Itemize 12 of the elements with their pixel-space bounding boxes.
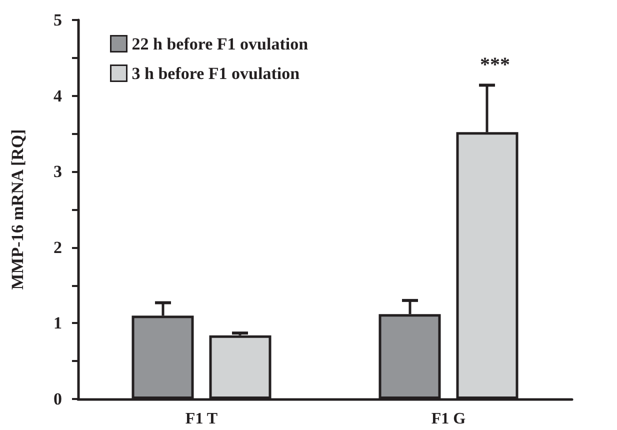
y-tick-label: 3 [54,162,62,182]
y-tick-label: 0 [54,390,62,408]
x-tick-label: F1 T [185,410,218,428]
y-tick-label: 1 [54,314,62,333]
x-tick-label: F1 G [431,410,466,428]
annotation: *** [480,54,510,76]
y-tick-label: 2 [54,238,62,257]
y-tick-label: 5 [54,10,62,30]
legend-label: 3 h before F1 ovulation [132,64,300,83]
y-tick-label: 4 [54,86,62,106]
y-axis-title: MMP-16 mRNA [RQ] [8,129,27,290]
legend-label: 22 h before F1 ovulation [132,34,309,54]
